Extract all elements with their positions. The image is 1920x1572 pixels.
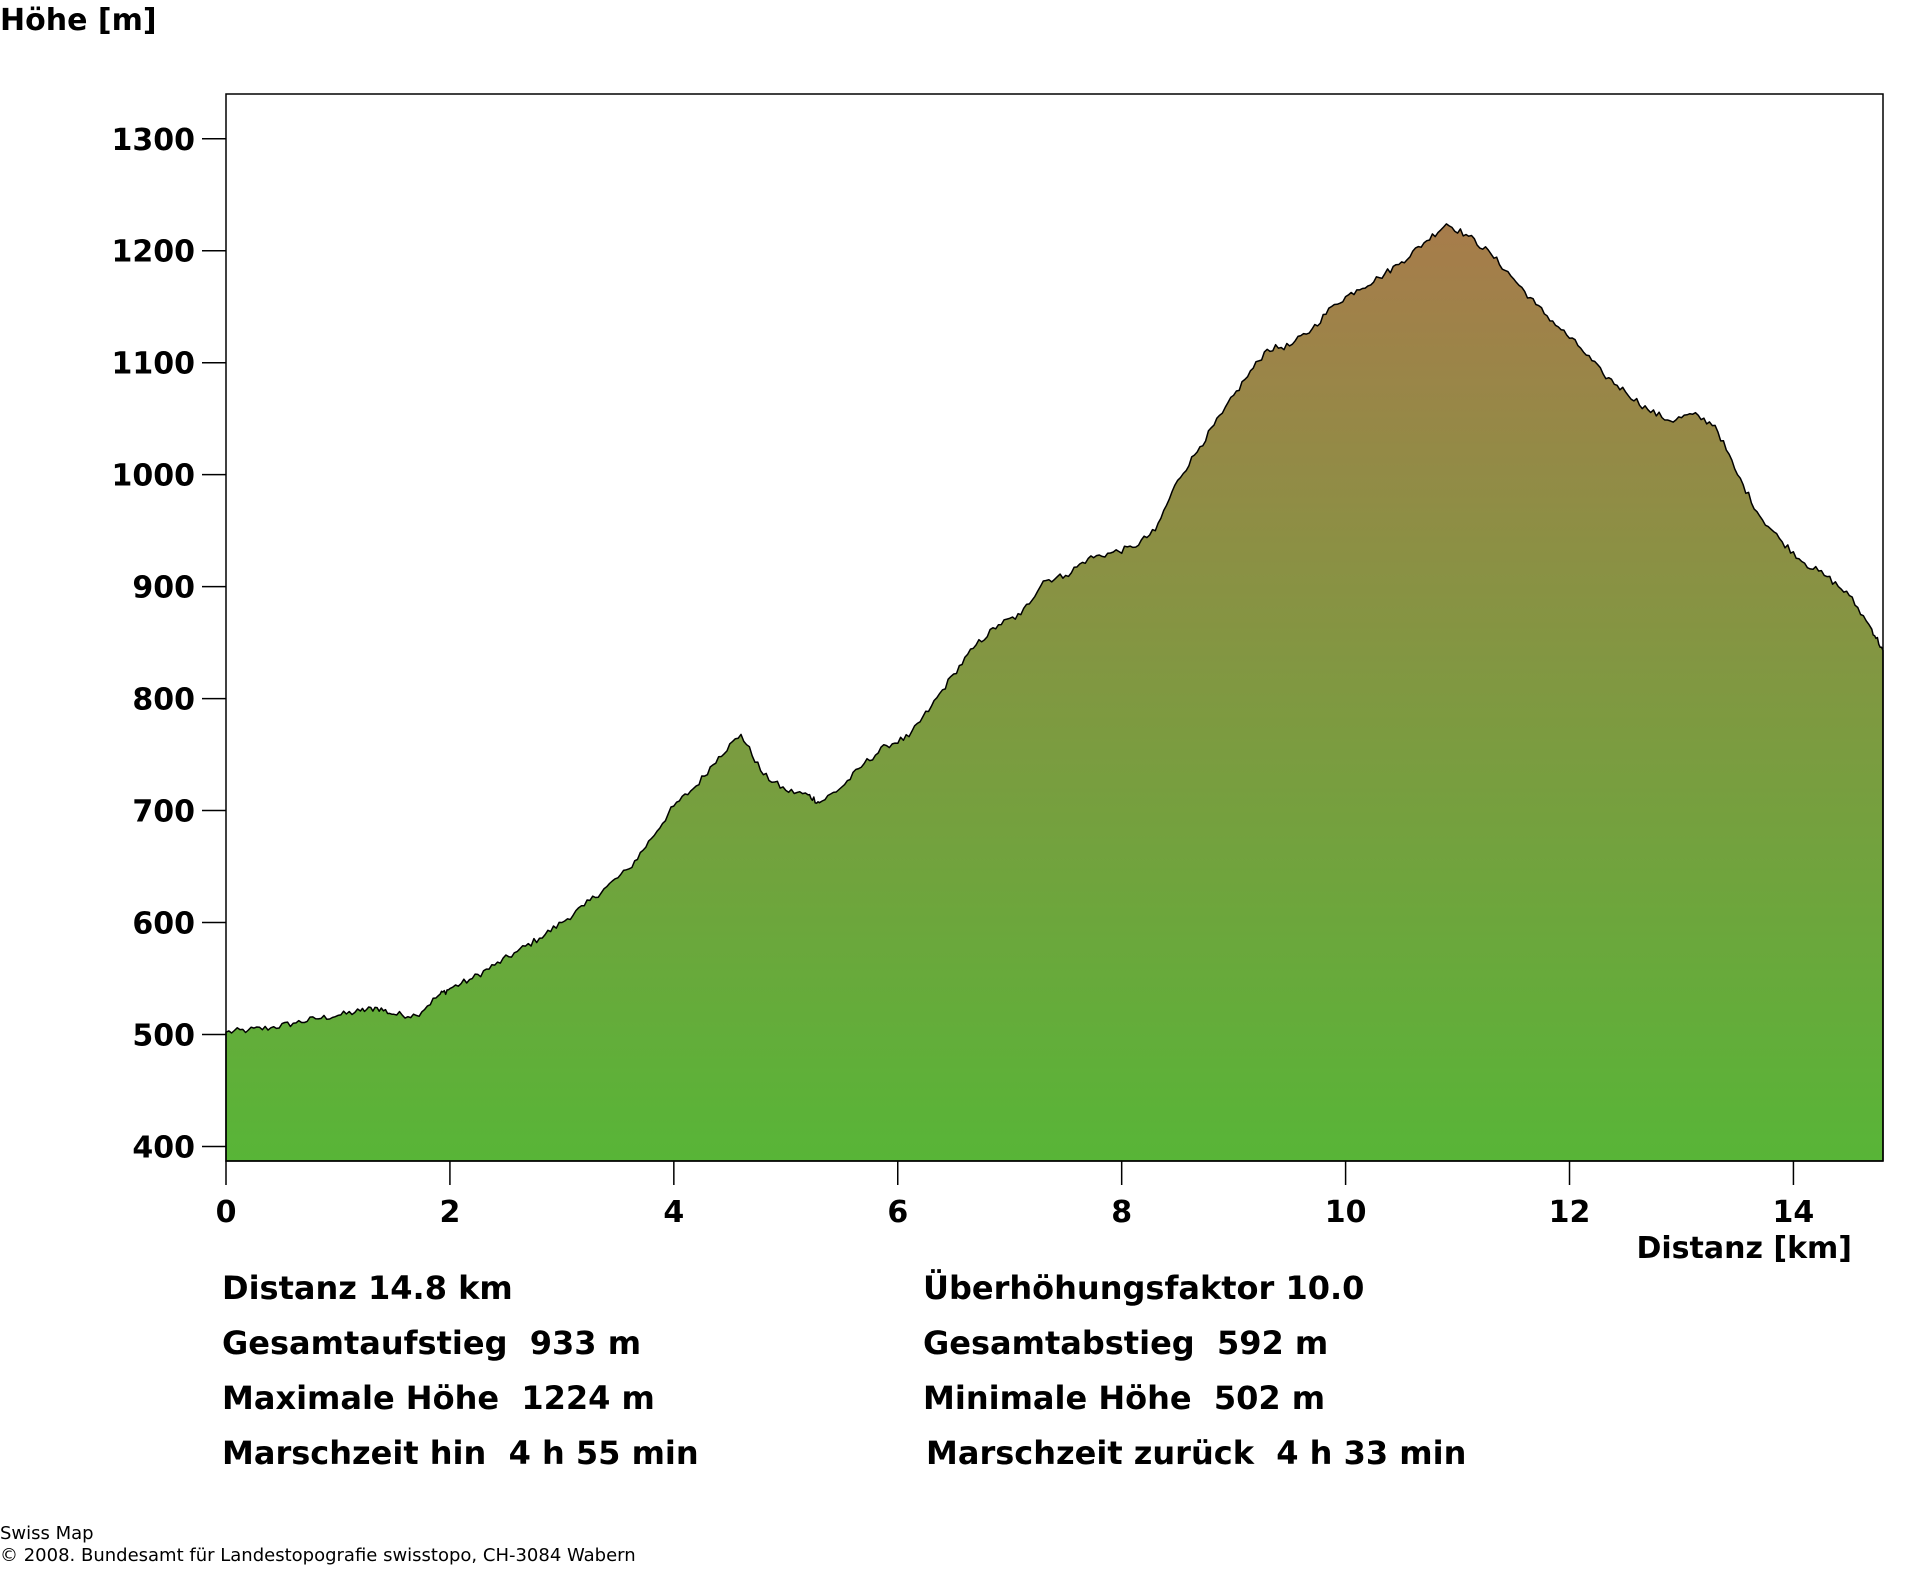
- y-tick-label: 1100: [112, 347, 196, 382]
- y-tick-label: 700: [132, 795, 195, 830]
- y-tick-label: 1000: [112, 459, 196, 494]
- stat-walking-time-out: Marschzeit hin 4 h 55 min: [222, 1434, 699, 1472]
- elevation-area: [225, 223, 1884, 1162]
- plot-frame: [225, 93, 1884, 1162]
- x-axis-title: Distanz [km]: [1636, 1231, 1852, 1266]
- x-tick-label: 10: [1325, 1195, 1367, 1230]
- footer-source: Swiss Map: [0, 1523, 94, 1544]
- footer-copyright: © 2008. Bundesamt für Landestopografie s…: [0, 1545, 636, 1566]
- y-tick-label: 800: [132, 683, 195, 718]
- y-tick-label: 500: [132, 1018, 195, 1053]
- stat-max-elevation: Maximale Höhe 1224 m: [222, 1379, 655, 1417]
- x-tick-label: 4: [663, 1195, 684, 1230]
- x-axis: 0 2 4 6 8 10 12 14: [216, 1161, 1815, 1230]
- stat-min-elevation: Minimale Höhe 502 m: [923, 1379, 1326, 1417]
- stat-walking-time-back: Marschzeit zurück 4 h 33 min: [926, 1434, 1467, 1472]
- x-tick-label: 12: [1549, 1195, 1591, 1230]
- stat-total-ascent: Gesamtaufstieg 933 m: [222, 1324, 642, 1362]
- stat-distance: Distanz 14.8 km: [222, 1269, 513, 1307]
- y-tick-label: 400: [132, 1130, 195, 1165]
- y-tick-label: 600: [132, 907, 195, 942]
- x-tick-label: 0: [216, 1195, 237, 1230]
- y-tick-label: 1200: [112, 235, 196, 270]
- y-tick-label: 900: [132, 571, 195, 606]
- y-tick-label: 1300: [112, 123, 196, 158]
- stat-total-descent: Gesamtabstieg 592 m: [923, 1324, 1329, 1362]
- x-tick-label: 8: [1111, 1195, 1132, 1230]
- elevation-profile-chart: Höhe [m] 400 500 600 700 800 900 1000 1100 1200 1…: [0, 3, 1884, 1266]
- stat-exaggeration-factor: Überhöhungsfaktor 10.0: [923, 1269, 1365, 1307]
- x-tick-label: 2: [439, 1195, 460, 1230]
- x-tick-label: 6: [887, 1195, 908, 1230]
- y-axis: 400 500 600 700 800 900 1000 1100 1200 1300: [112, 123, 226, 1165]
- y-axis-title: Höhe [m]: [0, 3, 157, 38]
- x-tick-label: 14: [1773, 1195, 1815, 1230]
